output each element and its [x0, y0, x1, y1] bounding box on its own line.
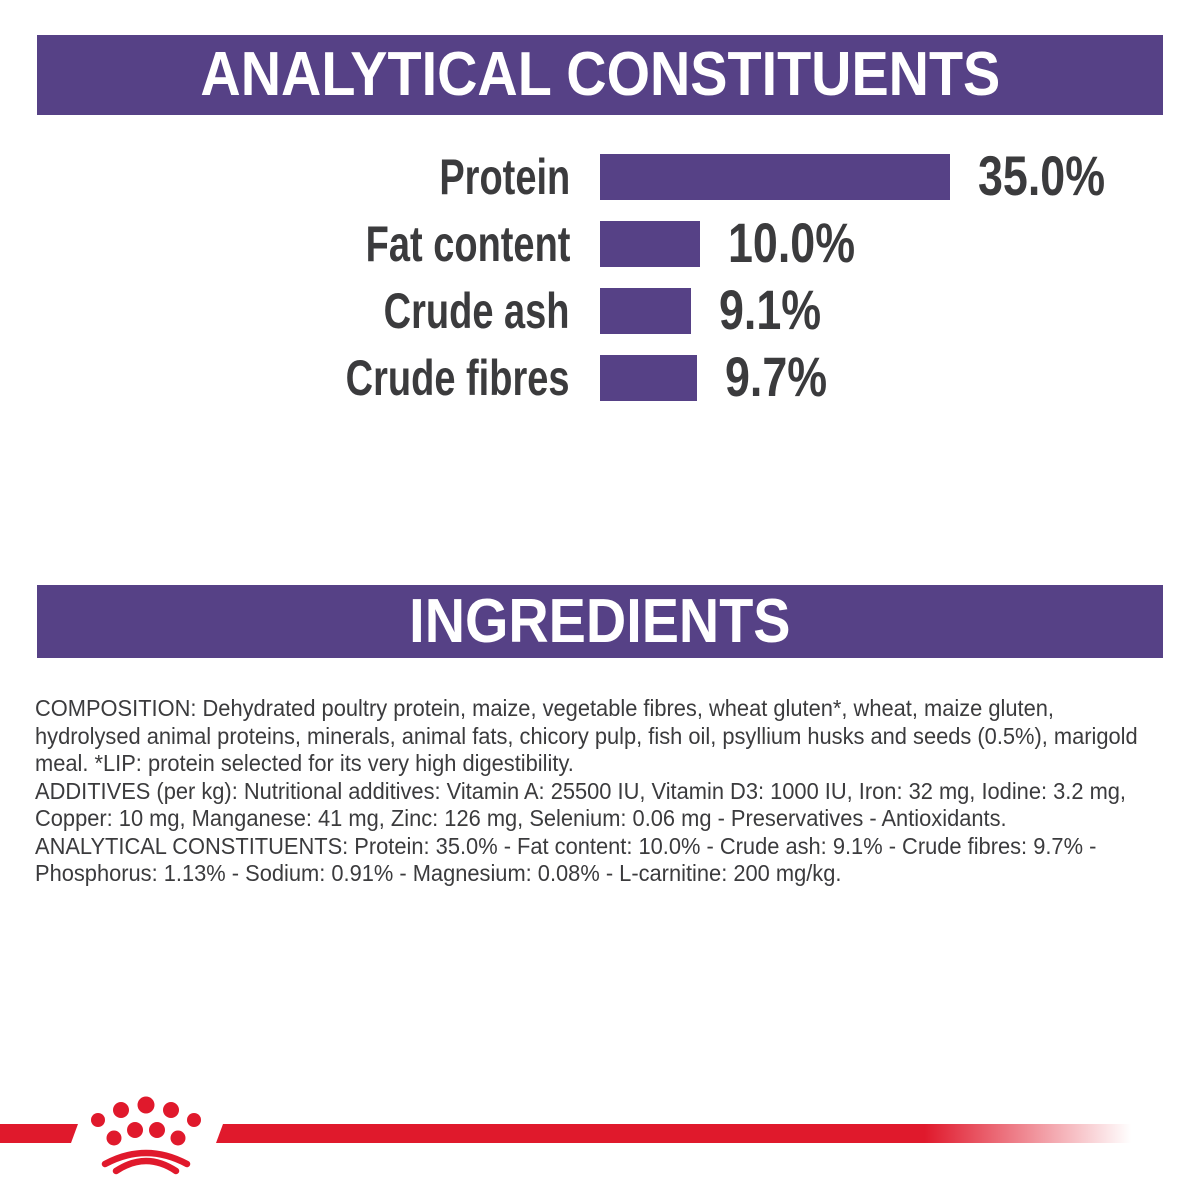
analytical-constituents-banner: ANALYTICAL CONSTITUENTS	[37, 35, 1163, 115]
chart-category-label: Fat content	[365, 216, 570, 272]
royal-canin-crown-logo	[80, 1085, 212, 1175]
chart-row: Protein 35.0%	[0, 144, 1200, 207]
analytical-line: ANALYTICAL CONSTITUENTS: Protein: 35.0% …	[35, 832, 1097, 859]
composition-line: hydrolysed animal proteins, minerals, an…	[35, 722, 1138, 749]
additives-line: ADDITIVES (per kg): Nutritional additive…	[35, 777, 1127, 804]
chart-category-label: Protein	[439, 149, 570, 205]
chart-row: Crude ash 9.1%	[0, 278, 1200, 341]
chart-row: Fat content 10.0%	[0, 211, 1200, 274]
analytical-line: Phosphorus: 1.13% - Sodium: 0.91% - Magn…	[35, 860, 842, 886]
chart-category-label: Crude ash	[384, 283, 570, 339]
footer-red-line-left	[0, 1124, 78, 1143]
ingredients-banner: INGREDIENTS	[37, 585, 1163, 658]
additives-line: Copper: 10 mg, Manganese: 41 mg, Zinc: 1…	[35, 805, 1007, 831]
chart-bar	[600, 355, 697, 401]
chart-bar	[600, 221, 700, 267]
chart-value-label: 9.7%	[725, 345, 828, 408]
footer-red-line-right	[216, 1124, 1200, 1143]
chart-category-label: Crude fibres	[346, 350, 570, 406]
chart-bar	[600, 288, 691, 334]
crown-icon	[91, 1096, 201, 1175]
chart-value-label: 35.0%	[978, 144, 1106, 207]
ingredients-title: INGREDIENTS	[409, 586, 791, 656]
analytical-chart: Protein 35.0% Fat content 10.0% Crude as…	[0, 144, 1200, 424]
composition-line: COMPOSITION: Dehydrated poultry protein,…	[35, 695, 1054, 721]
analytical-constituents-title: ANALYTICAL CONSTITUENTS	[200, 40, 1000, 109]
chart-bar	[600, 154, 950, 200]
composition-line: meal. *LIP: protein selected for its ver…	[35, 750, 574, 776]
ingredients-text: COMPOSITION: Dehydrated poultry protein,…	[35, 695, 1175, 888]
chart-value-label: 9.1%	[719, 278, 822, 341]
chart-row: Crude fibres 9.7%	[0, 345, 1200, 408]
chart-value-label: 10.0%	[728, 211, 856, 274]
